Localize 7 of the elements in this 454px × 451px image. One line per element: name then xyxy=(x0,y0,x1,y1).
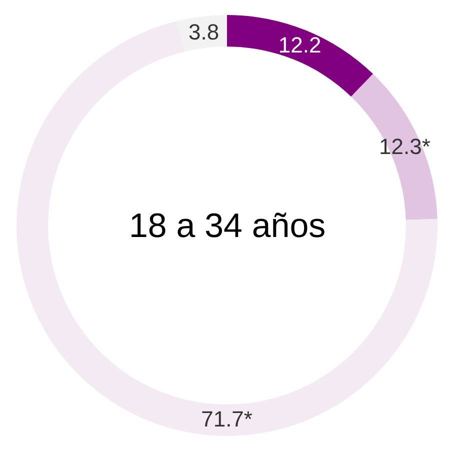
data-label: 12.3* xyxy=(379,134,431,159)
data-label: 3.8 xyxy=(188,20,220,45)
text: 18 a 34 años xyxy=(129,207,326,245)
donut-slice xyxy=(351,74,438,220)
data-label: 12.2 xyxy=(278,32,322,58)
data-label: 71.7* xyxy=(201,406,253,432)
donut-slice xyxy=(227,15,374,97)
